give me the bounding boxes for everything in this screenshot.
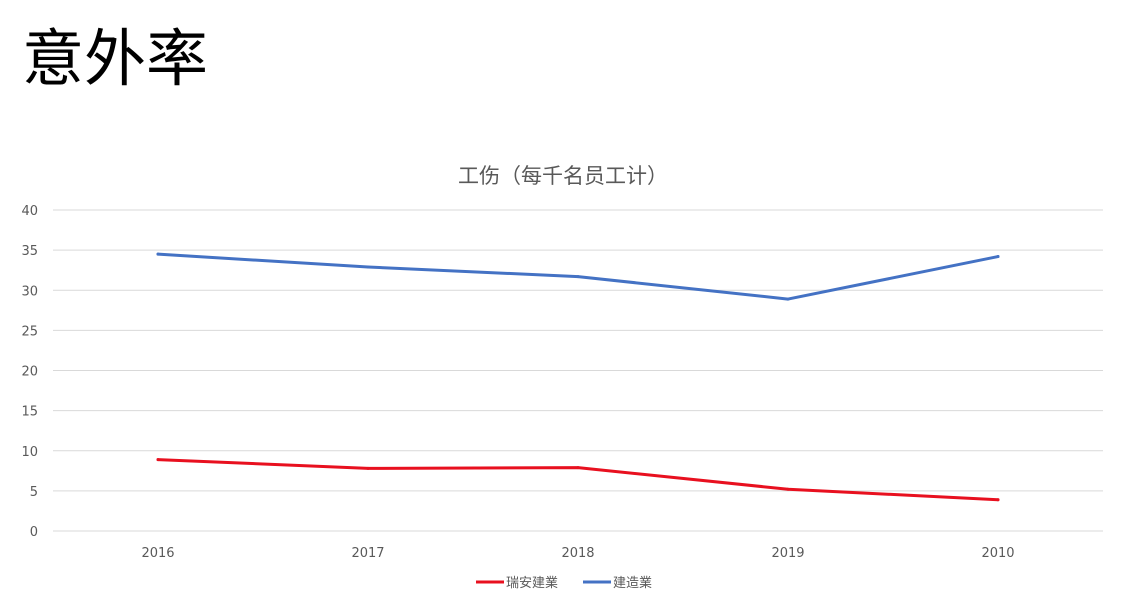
series-line [156,458,1000,502]
y-tick-label: 0 [30,525,38,540]
legend-label: 建造業 [613,575,652,591]
data-point [156,458,160,462]
y-tick-label: 5 [30,485,38,500]
x-tick-label: 2016 [141,546,174,561]
legend: 瑞安建業 建造業 [476,575,652,591]
chart-title: 工伤（每千名员工计） [458,164,668,188]
y-tick-label: 10 [21,445,38,460]
data-point [366,265,370,269]
legend-label: 瑞安建業 [506,575,558,591]
data-point [996,498,1000,502]
x-axis-tick-labels: 2016 2017 2018 2019 2010 [141,546,1014,561]
x-tick-label: 2010 [981,546,1014,561]
data-point [156,252,160,256]
y-axis-tick-labels: 0 5 10 15 20 25 30 35 40 [21,204,38,540]
x-tick-label: 2019 [771,546,804,561]
x-tick-label: 2018 [561,546,594,561]
y-tick-label: 25 [21,324,38,339]
data-point [366,466,370,470]
y-tick-label: 30 [21,284,38,299]
y-tick-label: 15 [21,405,38,420]
data-point [786,487,790,491]
y-tick-label: 40 [21,204,38,219]
data-point [996,255,1000,259]
data-point [576,275,580,279]
data-point [576,466,580,470]
series-lines [156,252,1000,502]
data-point [786,297,790,301]
slide-title: 意外率 [22,22,209,95]
x-tick-label: 2017 [351,546,384,561]
y-tick-label: 35 [21,244,38,259]
y-tick-label: 20 [21,365,38,380]
gridlines [53,209,1103,532]
